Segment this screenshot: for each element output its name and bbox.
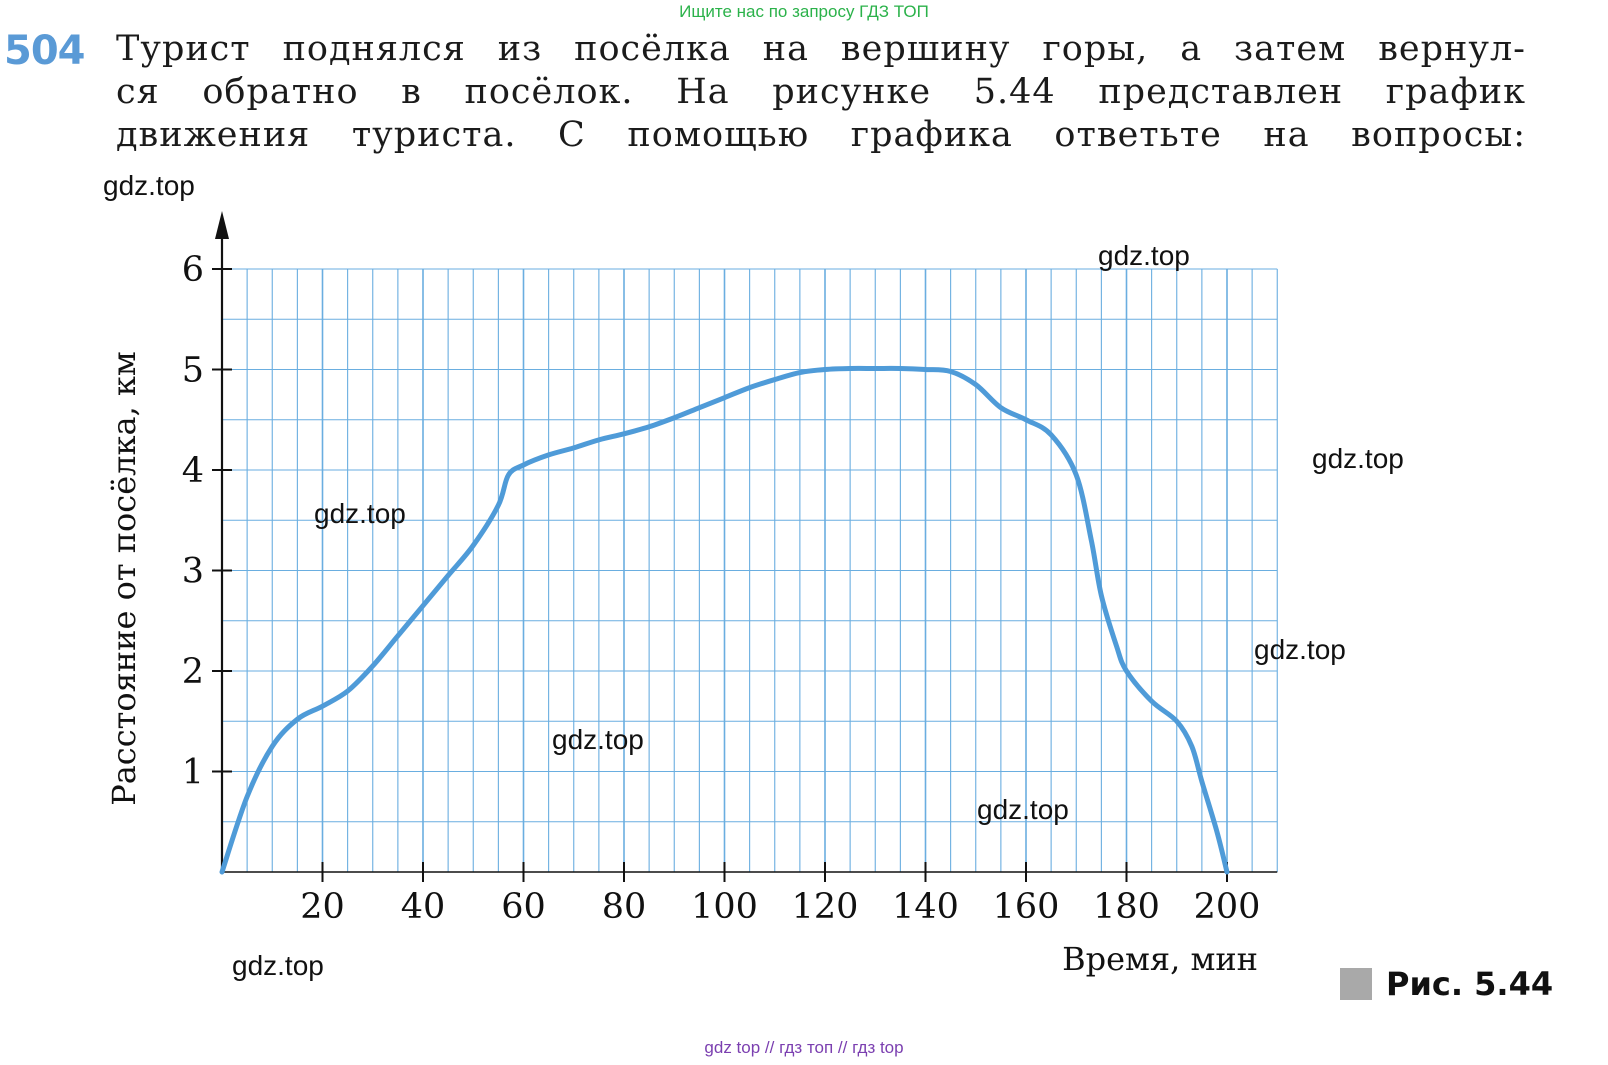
y-tick-label: 2 <box>182 652 204 692</box>
chart-series <box>219 365 1230 875</box>
watermark: gdz.top <box>1098 240 1190 271</box>
problem-number: 504 <box>4 28 85 74</box>
watermark: gdz.top <box>1254 634 1346 665</box>
y-tick-label: 5 <box>182 351 204 391</box>
x-tick-label: 160 <box>993 887 1060 927</box>
watermark: gdz.top <box>1312 443 1404 474</box>
y-tick-label: 3 <box>182 552 204 592</box>
problem-text: Турист поднялся из посёлка на вершину го… <box>116 28 1526 157</box>
y-tick-label: 4 <box>182 451 204 491</box>
footer: gdz top // гдз топ // гдз top <box>704 1038 904 1057</box>
y-tick-label: 6 <box>182 250 204 290</box>
x-tick-label: 20 <box>300 887 345 927</box>
chart-labels: 20 40 60 80 100 120 140 160 180 200 1 2 3 4 5 6 Расстоян… <box>105 250 1260 978</box>
top-banner: Ищите нас по запросу ГДЗ ТОП <box>679 2 929 21</box>
y-axis-label: Расстояние от посёлка, км <box>105 351 143 806</box>
x-axis-label: Время, мин <box>1062 940 1258 978</box>
watermark: gdz.top <box>314 498 406 529</box>
figure-label: Рис. 5.44 <box>1340 965 1553 1003</box>
x-tick-label: 40 <box>401 887 446 927</box>
problem-line-3: движения туриста. С помощью графика отве… <box>116 115 1526 155</box>
x-tick-label: 200 <box>1194 887 1261 927</box>
y-axis-arrow-icon <box>215 211 229 239</box>
series-line <box>219 365 1230 875</box>
x-tick-label: 100 <box>691 887 758 927</box>
x-tick-label: 140 <box>892 887 959 927</box>
x-tick-label: 80 <box>602 887 647 927</box>
watermark: gdz.top <box>552 724 644 755</box>
watermark: gdz.top <box>103 170 195 201</box>
x-tick-label: 120 <box>792 887 859 927</box>
figure-label-text: Рис. 5.44 <box>1386 965 1554 1003</box>
watermark: gdz.top <box>232 950 324 981</box>
problem-line-1: Турист поднялся из посёлка на вершину го… <box>116 29 1526 69</box>
x-tick-label: 180 <box>1093 887 1160 927</box>
problem-line-2: ся обратно в посёлок. На рисунке 5.44 пр… <box>116 72 1526 112</box>
chart-grid <box>222 268 1278 872</box>
y-tick-label: 1 <box>182 753 204 793</box>
figure-marker-icon <box>1340 968 1372 1000</box>
chart-axes <box>212 211 1278 882</box>
x-tick-label: 60 <box>501 887 546 927</box>
watermark: gdz.top <box>977 794 1069 825</box>
